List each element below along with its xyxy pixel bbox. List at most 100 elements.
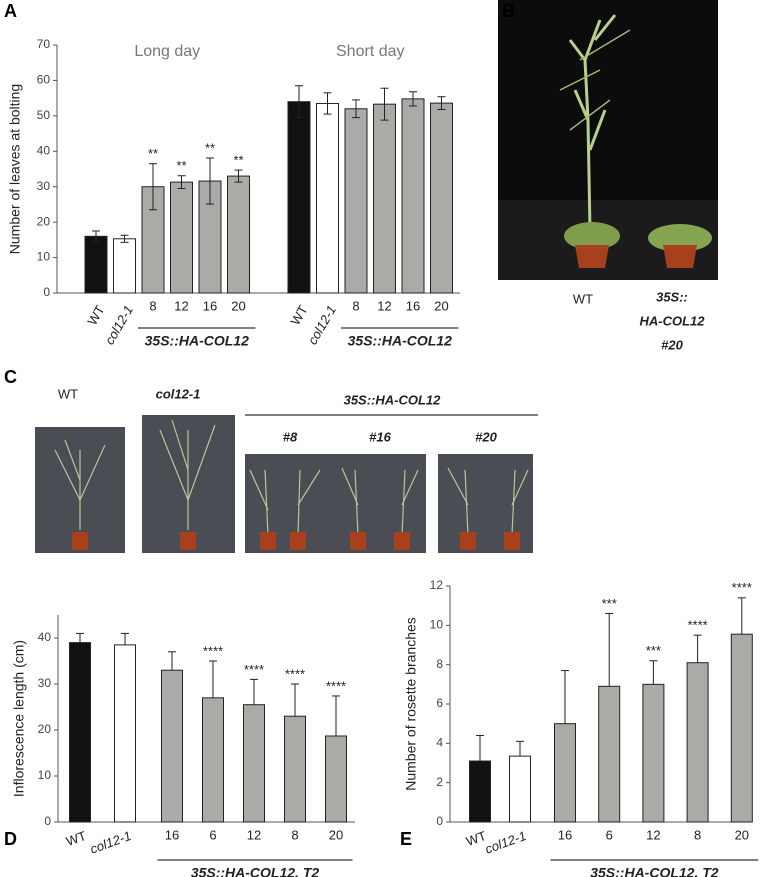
y-tick-label: 40 [37,143,51,157]
bar [170,181,193,294]
y-tick-label: 0 [436,814,443,828]
panel-letter: B [502,1,515,21]
group-label: 35S::HA-COL12 [145,333,249,349]
photo-label: #20 [475,429,497,444]
y-axis-label: Number of rosette branches [403,617,419,791]
bar [344,108,368,294]
group-label: 35S::HA-COL12 [348,333,452,349]
significance: **** [687,618,707,633]
photo-b [498,0,718,280]
panel-letter: A [4,1,17,21]
significance: **** [285,666,305,681]
photo-label: #8 [283,429,298,444]
significance: ** [148,146,158,161]
significance: *** [602,596,617,611]
significance: **** [326,678,346,693]
y-tick-label: 20 [38,722,52,736]
bar [598,685,621,823]
bar [227,175,250,294]
significance: **** [244,662,264,677]
bar [430,102,453,294]
panel-letter: D [4,829,17,849]
x-tick-label: 20 [231,298,245,313]
bar [509,755,531,823]
x-tick-label: WT [64,828,88,849]
x-tick-label: 8 [149,298,156,313]
group-label: 35S::HA-COL12, T2 [590,865,719,877]
x-tick-label: WT [287,303,310,328]
y-tick-label: 10 [37,250,51,264]
bar [243,704,265,823]
y-tick-label: 10 [430,618,444,632]
significance: *** [646,643,661,658]
x-tick-label: WT [464,828,488,849]
photo-label: HA-COL12 [639,313,705,328]
x-tick-label: 6 [209,827,216,842]
y-axis-label: Number of leaves at bolting [7,84,23,254]
y-tick-label: 4 [436,736,443,750]
significance: **** [732,580,752,595]
x-tick-label: col12-1 [88,828,133,857]
bar [469,760,491,823]
y-tick-label: 6 [436,696,443,710]
group-label: 35S::HA-COL12, T2 [191,865,320,877]
x-tick-label: col12-1 [305,303,339,347]
bar [202,697,224,823]
bar [373,103,396,294]
bar [642,683,665,823]
bar [401,98,425,294]
significance: **** [203,643,223,658]
bar [730,633,753,823]
x-tick-label: WT [84,303,107,328]
photo-label: 35S:: [656,289,688,304]
y-tick-label: 60 [37,73,51,87]
x-tick-label: 16 [165,827,179,842]
x-tick-label: 20 [329,827,343,842]
photo-label: WT [58,386,78,401]
photo-label: col12-1 [156,386,201,401]
bar [686,662,709,823]
bar [84,235,108,294]
y-tick-label: 30 [37,179,51,193]
y-tick-label: 40 [38,630,52,644]
panel-letter: C [4,367,17,387]
group-title: Long day [134,43,200,60]
x-tick-label: col12-1 [483,828,528,857]
bar [284,715,306,823]
x-tick-label: 16 [203,298,217,313]
bar [316,102,339,294]
x-tick-label: 12 [247,827,261,842]
photo-label: #16 [369,429,391,444]
x-tick-label: 20 [735,827,749,842]
bar [287,101,311,294]
y-tick-label: 0 [44,814,51,828]
bar [554,723,576,823]
x-tick-label: col12-1 [102,303,136,347]
x-tick-label: 12 [646,827,660,842]
group-title: Short day [336,43,404,60]
y-tick-label: 50 [37,108,51,122]
photo-label: #20 [661,337,683,352]
y-tick-label: 12 [430,578,444,592]
x-tick-label: 12 [377,298,391,313]
x-tick-label: 16 [558,827,572,842]
x-tick-label: 8 [352,298,359,313]
y-tick-label: 30 [38,676,52,690]
significance: ** [205,140,215,155]
x-tick-label: 20 [434,298,448,313]
panel-letter: E [400,829,412,849]
x-tick-label: 8 [694,827,701,842]
photo-label: WT [573,291,593,306]
y-tick-label: 8 [436,657,443,671]
bar [69,642,91,823]
significance: ** [233,153,243,168]
y-tick-label: 20 [37,214,51,228]
photo-c [35,415,533,553]
y-tick-label: 2 [436,775,443,789]
bar [113,238,136,294]
x-tick-label: 12 [174,298,188,313]
photo-group-label: 35S::HA-COL12 [344,392,442,407]
y-tick-label: 0 [43,285,50,299]
x-tick-label: 16 [406,298,420,313]
